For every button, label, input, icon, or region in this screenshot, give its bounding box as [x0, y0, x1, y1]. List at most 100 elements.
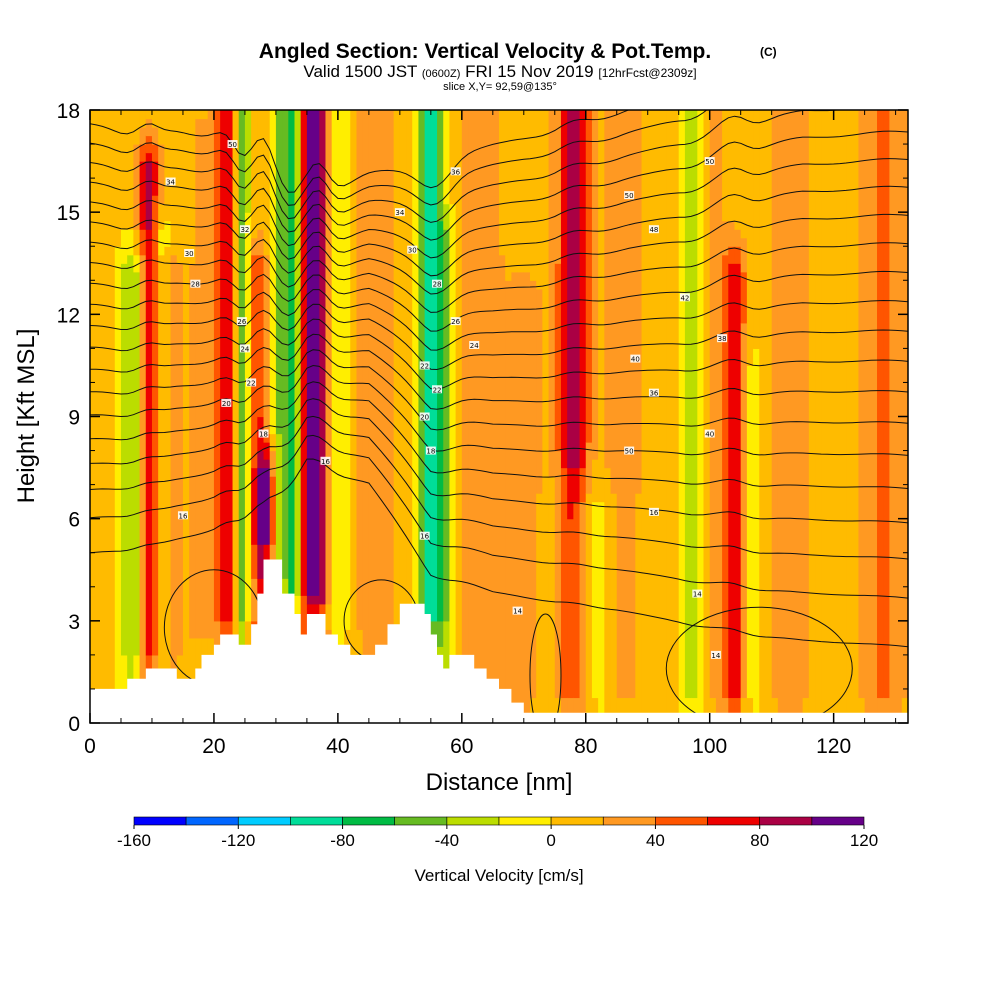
y-axis-label: Height [Kft MSL] [13, 329, 40, 504]
y-tick-label: 9 [68, 407, 80, 430]
velocity-cell [437, 620, 444, 647]
velocity-cell [672, 110, 680, 723]
velocity-cell [455, 110, 463, 723]
y-tick-label: 3 [68, 611, 80, 634]
contour-label-bg [710, 650, 721, 659]
velocity-cell [790, 110, 798, 723]
velocity-cell [567, 518, 574, 699]
velocity-cell [591, 459, 599, 503]
velocity-cell [548, 110, 556, 477]
velocity-cell [796, 110, 804, 723]
velocity-cell [585, 110, 593, 443]
velocity-cell [269, 476, 277, 545]
velocity-cell [306, 595, 314, 605]
pot-temp-contour-42 [90, 185, 908, 277]
colorbar-tick-label: 40 [646, 831, 665, 850]
velocity-cell [486, 110, 494, 723]
velocity-cell [722, 254, 729, 699]
colorbar: -160 -120 -80 -40 0 40 80 120 [117, 816, 878, 850]
velocity-cell [591, 501, 599, 699]
velocity-cell [468, 110, 475, 723]
velocity-cell [263, 459, 271, 469]
contour-label: 38 [718, 335, 727, 343]
velocity-cell [139, 127, 147, 145]
velocity-cell [127, 254, 134, 723]
contour-label: 20 [420, 414, 429, 422]
velocity-cell [821, 110, 829, 723]
velocity-cell [554, 263, 562, 452]
contour-label: 50 [705, 158, 714, 166]
velocity-cell [604, 467, 612, 723]
pot-temp-contour-14 [90, 458, 908, 648]
subtitle-date: FRI 15 Nov 2019 [465, 62, 594, 81]
velocity-cell [158, 254, 165, 723]
velocity-cell [127, 229, 134, 256]
velocity-cell [753, 110, 760, 349]
velocity-cell [257, 467, 265, 545]
contour-label-bg [692, 589, 703, 598]
contour-label-bg [419, 531, 430, 540]
terrain [90, 559, 908, 723]
pot-temp-contour-30 [90, 318, 908, 390]
velocity-cell [616, 110, 624, 699]
velocity-cell [251, 237, 258, 256]
velocity-cell [139, 161, 147, 230]
velocity-cell [734, 697, 742, 723]
contour-label-bg [246, 378, 257, 387]
velocity-cell [610, 493, 618, 723]
plot-area: 50 34 32 30 28 26 24 22 20 18 16 16 36 34 30 28 26 24 22 22… [90, 110, 908, 723]
contour-label: 50 [625, 192, 634, 200]
velocity-cell [604, 110, 612, 469]
contour-label: 36 [649, 390, 658, 398]
colorbar-swatch [498, 816, 552, 826]
velocity-cell [170, 254, 178, 723]
velocity-cell [684, 110, 692, 699]
velocity-cell [213, 110, 221, 622]
velocity-field [90, 110, 908, 723]
velocity-cell [629, 697, 636, 723]
velocity-cell [728, 263, 736, 699]
y-tick-label: 0 [68, 713, 80, 736]
velocity-cell [591, 697, 599, 723]
colorbar-tick-label: -80 [330, 831, 355, 850]
velocity-cell [740, 110, 748, 239]
chart-title: Angled Section: Vertical Velocity & Pot.… [259, 40, 711, 63]
velocity-cell [802, 110, 810, 699]
velocity-cell [635, 493, 643, 723]
velocity-cell [201, 110, 209, 120]
velocity-cell [120, 263, 128, 656]
velocity-cell [647, 110, 655, 723]
velocity-cell [579, 110, 587, 469]
contour-label: 42 [680, 294, 689, 302]
velocity-cell [591, 110, 599, 460]
velocity-cell [145, 152, 153, 162]
velocity-cell [827, 110, 835, 723]
colorbar-tick-label: 0 [546, 831, 555, 850]
velocity-cell [858, 697, 866, 723]
contour-label-bg [648, 388, 659, 397]
velocity-cell [269, 110, 277, 435]
velocity-cell [368, 110, 376, 723]
velocity-cell [548, 476, 556, 723]
velocity-cell [598, 110, 605, 503]
velocity-cell [529, 110, 537, 281]
velocity-cell [523, 271, 531, 723]
contour-label-bg [648, 225, 659, 234]
velocity-cell [263, 467, 271, 545]
velocity-cell [567, 697, 574, 723]
velocity-cell [536, 493, 543, 723]
velocity-cell [195, 118, 203, 639]
pot-temp-contour-24 [90, 364, 908, 456]
velocity-cell [257, 544, 265, 579]
velocity-cell [257, 254, 265, 418]
velocity-cell [517, 271, 525, 723]
pot-temp-contours [90, 110, 908, 723]
colorbar-tick-label: -40 [435, 831, 460, 850]
contour-label: 28 [191, 281, 200, 289]
chart-title-units: (C) [760, 45, 777, 59]
velocity-cell [815, 110, 822, 723]
contour-label-bg [648, 507, 659, 516]
velocity-cell [852, 110, 860, 723]
velocity-cell [622, 697, 630, 723]
